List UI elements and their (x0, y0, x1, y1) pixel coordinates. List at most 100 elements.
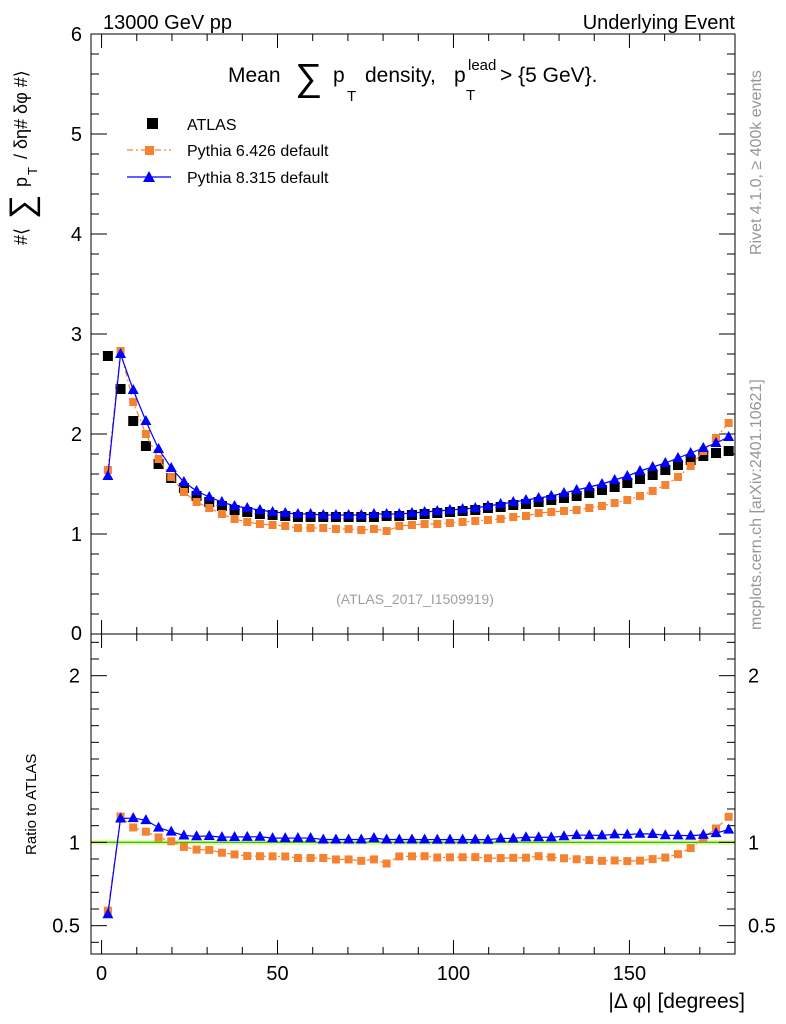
pythia8-main-marker (558, 487, 570, 497)
pythia8-main-marker (571, 484, 583, 494)
pythia6-ratio-marker (445, 853, 454, 862)
pythia8-main-marker (520, 494, 532, 504)
pythia6-ratio-marker (205, 845, 214, 854)
pythia6-main-marker (369, 525, 378, 533)
pythia6-ratio-marker (154, 833, 163, 842)
pythia8-main-marker (292, 508, 304, 518)
title-density: density, (365, 64, 436, 87)
main-ylabel: #⟨ ∑ p T / δη# δφ #⟩ (3, 70, 41, 245)
pythia6-main-marker (458, 518, 467, 526)
pythia8-ratio-marker (621, 828, 633, 839)
pythia6-ratio-marker (585, 856, 594, 865)
pythia6-ratio-marker (141, 827, 150, 836)
pythia6-main-marker (141, 430, 150, 438)
pythia6-ratio-marker (661, 853, 670, 862)
pythia6-main-marker (635, 492, 644, 500)
atlas-main-marker (153, 459, 164, 469)
mcplots-label: mcplots.cern.ch [arXiv:2401.10621] (748, 379, 765, 630)
pythia8-main-marker (343, 509, 355, 519)
pythia6-ratio-marker (597, 856, 606, 865)
pythia6-ratio-marker (319, 854, 328, 863)
pythia8-ratio-marker (634, 827, 646, 838)
pythia6-ratio-marker (357, 856, 366, 865)
pythia8-ratio-marker (203, 830, 215, 841)
pythia6-ratio-marker (471, 853, 480, 862)
pythia6-ratio-marker (521, 853, 530, 862)
pythia8-main-marker (317, 509, 329, 519)
atlas-main-marker (584, 488, 595, 498)
pythia6-main-marker (255, 520, 264, 528)
pythia8-ratio-marker (330, 833, 342, 844)
pythia6-main-marker (230, 515, 239, 523)
pythia8-ratio-marker (393, 833, 405, 844)
pythia6-main-marker (623, 496, 632, 504)
y-tick-label-main: 3 (71, 324, 82, 346)
pythia8-ratio-marker (127, 812, 139, 823)
pythia8-ratio-line (107, 817, 729, 915)
pythia8-main-marker (153, 443, 165, 453)
y-tick-label-main: 5 (71, 124, 82, 146)
pythia8-ratio-marker (482, 833, 494, 844)
pythia6-ratio-marker (344, 855, 353, 864)
pythia8-main-marker (634, 465, 646, 475)
pythia8-ratio-marker (381, 833, 393, 844)
pythia6-ratio-marker (369, 855, 378, 864)
atlas-main-marker (698, 451, 709, 461)
pythia6-ratio-marker (331, 855, 340, 864)
pythia6-ratio-marker (129, 823, 138, 832)
pythia8-ratio-marker (153, 821, 165, 832)
pythia6-ratio-marker (509, 853, 518, 862)
title-p2: p (454, 64, 466, 87)
pythia6-ratio-marker (673, 850, 682, 859)
pythia6-main-marker (331, 525, 340, 533)
legend-marker-pythia6 (145, 146, 154, 155)
pythia6-ratio-marker (230, 850, 239, 859)
pythia8-ratio-marker (229, 830, 241, 841)
pythia6-main-marker (496, 515, 505, 523)
ylabel-hash: #⟨ (11, 228, 31, 245)
atlas-main-marker (115, 384, 126, 394)
pythia8-ratio-marker (355, 833, 367, 844)
pythia8-ratio-marker (659, 829, 671, 840)
pythia6-main-marker (319, 524, 328, 532)
pythia6-ratio-marker (483, 854, 492, 863)
y-tick-label-main: 0 (71, 623, 82, 645)
pythia8-main-marker (659, 457, 671, 467)
pythia8-ratio-marker (368, 832, 380, 843)
pythia8-ratio-marker (596, 829, 608, 840)
pythia6-main-marker (420, 520, 429, 528)
pythia6-main-marker (268, 521, 277, 529)
title-sub-t2: T (466, 87, 475, 104)
x-tick-label: 0 (96, 963, 107, 985)
pythia8-main-marker (431, 505, 443, 515)
pythia6-main-marker (205, 504, 214, 512)
pythia8-ratio-marker (558, 830, 570, 841)
ratio-y-tick-label: 1 (69, 832, 80, 854)
pythia6-ratio-marker (724, 812, 733, 821)
pythia6-ratio-marker (635, 856, 644, 865)
atlas-main-marker (204, 497, 215, 507)
atlas-main-marker (596, 485, 607, 495)
pythia8-main-marker (647, 461, 659, 471)
x-tick-label: 100 (437, 963, 470, 985)
pythia8-ratio-marker (495, 832, 507, 843)
pythia8-ratio-marker (254, 830, 266, 841)
pythia8-ratio-marker (165, 825, 177, 836)
analysis-watermark: (ATLAS_2017_I1509919) (336, 591, 494, 607)
ratio-y-tick-label-right: 0.5 (748, 916, 776, 938)
pythia8-main-marker (723, 431, 735, 441)
ratio-axes: 0 50 100 150 0.5 0.5 1 1 2 2 (52, 634, 776, 985)
pythia6-main-marker (306, 524, 315, 532)
pythia6-main-marker (179, 488, 188, 496)
pythia8-ratio-marker (710, 827, 722, 838)
title-sup-lead: lead (468, 57, 496, 74)
pythia8-main-marker (406, 507, 418, 517)
pythia6-main-marker (673, 473, 682, 481)
pythia8-ratio-marker (457, 833, 469, 844)
atlas-main-marker (672, 460, 683, 470)
main-axes: 0 1 2 3 4 5 6 (71, 24, 736, 645)
pythia6-ratio-marker (496, 854, 505, 863)
legend-marker-pythia8 (143, 171, 155, 182)
pythia8-main-marker (305, 508, 317, 518)
pythia6-ratio-marker (217, 848, 226, 857)
